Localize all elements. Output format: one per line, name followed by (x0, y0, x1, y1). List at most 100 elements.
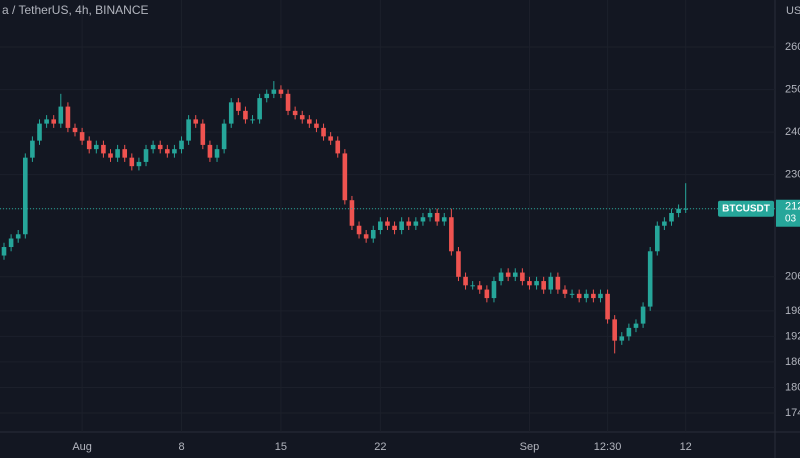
candle-body (619, 336, 625, 341)
candle-body (385, 221, 390, 226)
candle-body (44, 119, 49, 124)
symbol-tag (718, 200, 774, 217)
y-tick-label: 260 (785, 41, 800, 53)
candle-body (8, 238, 14, 248)
candle-body (264, 93, 270, 99)
candle-body (271, 89, 277, 94)
candle-body (221, 123, 227, 150)
candle-body (477, 285, 483, 290)
candle-body (633, 323, 639, 328)
candle-body (399, 221, 404, 230)
candle-body (669, 212, 674, 222)
candle-body (157, 144, 163, 150)
candle-body (292, 110, 298, 116)
candle-body (129, 157, 135, 167)
candle-body (214, 149, 220, 158)
candle-body (65, 106, 71, 128)
countdown-text: 03 (785, 213, 797, 224)
candle-body (654, 225, 660, 252)
y-tick-label: 206 (785, 271, 800, 283)
candle-body (541, 281, 546, 290)
candle-body (505, 272, 511, 277)
candle-body (257, 98, 262, 120)
candle-body (37, 123, 42, 141)
candle-body (534, 281, 539, 286)
candle-body (576, 293, 582, 299)
candle-body (434, 212, 440, 222)
candle-body (406, 221, 412, 226)
candle-body (647, 251, 653, 307)
candle-body (520, 272, 525, 282)
candle-body (356, 225, 362, 235)
y-tick-label: 250 (785, 83, 800, 95)
candle-body (236, 102, 241, 111)
candle-body (58, 106, 64, 124)
candle-body (598, 293, 603, 299)
symbol-tag-text: BTCUSDT (722, 203, 770, 214)
candle-body (285, 93, 291, 111)
y-tick-label: 174 (785, 407, 800, 419)
price-tag-text: 212 (785, 201, 800, 213)
candle-body (115, 149, 120, 158)
candle-body (676, 208, 681, 213)
candle-body (15, 234, 21, 239)
candle-body (683, 208, 688, 210)
x-tick-label: 22 (374, 441, 386, 453)
currency-label: USI (786, 5, 800, 17)
candle-body (86, 140, 92, 150)
candle-body (626, 327, 632, 337)
candle-body (72, 127, 78, 133)
x-tick-label: 12:30 (594, 441, 622, 453)
candle-body (527, 281, 532, 286)
candle-body (413, 221, 419, 226)
candle-body (363, 234, 369, 239)
candle-body (108, 153, 113, 158)
candle-body (243, 110, 248, 120)
candle-body (328, 136, 333, 141)
candle-body (299, 115, 305, 120)
y-tick-label: 240 (785, 126, 800, 138)
candle-body (470, 285, 475, 287)
candle-body (1, 247, 7, 256)
candle-body (612, 319, 617, 341)
candle-body (591, 293, 596, 299)
x-tick-label: 15 (275, 441, 287, 453)
candle-body (392, 225, 397, 230)
y-tick-label: 192 (785, 330, 800, 342)
candle-body (548, 276, 554, 290)
candle-body (228, 102, 234, 124)
x-tick-label: Sep (520, 441, 540, 453)
candle-body (122, 149, 128, 158)
y-tick-label: 230 (785, 169, 800, 181)
candle-body (456, 251, 461, 277)
candle-body (335, 140, 341, 154)
candle-body (321, 127, 326, 137)
candle-body (491, 281, 497, 299)
candle-body (427, 212, 433, 218)
candle-body (463, 276, 468, 286)
candle-body (662, 221, 667, 226)
y-tick-label: 186 (785, 356, 800, 368)
candle-body (207, 144, 213, 158)
candle-body (51, 119, 57, 124)
candle-body (441, 217, 447, 222)
candle-body (378, 221, 383, 230)
candle-body (79, 132, 85, 141)
candle-body (23, 157, 28, 235)
candle-body (200, 123, 206, 145)
y-tick-label: 198 (785, 305, 800, 317)
candle-body (250, 119, 255, 121)
candle-body (101, 144, 106, 154)
candle-body (150, 144, 156, 150)
candle-body (640, 306, 646, 324)
candle-body (314, 123, 319, 128)
candle-body (165, 149, 170, 154)
candle-body (186, 119, 191, 141)
candle-body (498, 272, 504, 282)
candle-body (370, 230, 376, 239)
candle-body (349, 200, 355, 226)
candle-body (555, 276, 561, 290)
chart-title: a / TetherUS, 4h, BINANCE (2, 3, 149, 17)
y-tick-label: 180 (785, 381, 800, 393)
